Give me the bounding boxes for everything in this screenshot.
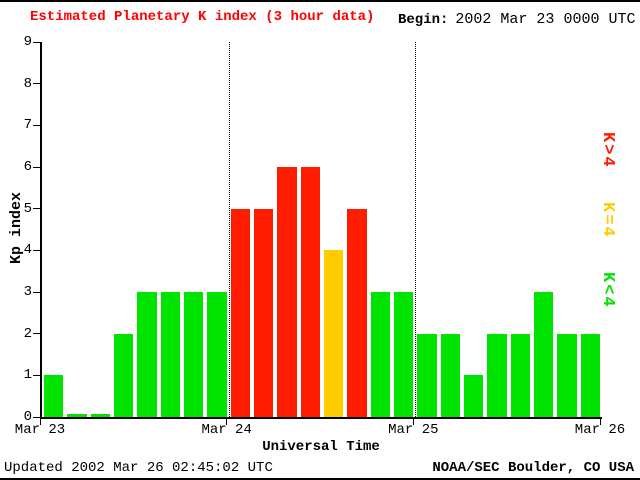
kp-bar [510, 333, 530, 417]
legend-label: K>4 [598, 132, 617, 169]
y-tick-label: 2 [23, 325, 32, 342]
y-tick-mark [33, 124, 40, 126]
kp-bar [324, 250, 344, 417]
updated-timestamp: Updated 2002 Mar 26 02:45:02 UTC [4, 460, 273, 476]
kp-bar [90, 414, 110, 417]
kp-bar [160, 292, 180, 417]
y-tick-label: 0 [23, 409, 32, 425]
legend-label: K=4 [598, 202, 617, 239]
kp-bar [557, 333, 577, 417]
x-tick-label: Mar 23 [14, 422, 66, 438]
x-tick-label: Mar 24 [201, 422, 252, 438]
y-tick-mark [33, 166, 40, 168]
y-tick-label: 9 [23, 34, 32, 50]
y-tick-label: 6 [23, 159, 32, 175]
kp-bar [440, 333, 460, 417]
x-tick-mark [599, 419, 601, 425]
y-tick-mark [33, 249, 40, 251]
kp-bar [487, 333, 507, 417]
kp-bar [254, 208, 274, 417]
y-tick-mark [33, 208, 40, 210]
kp-bar [394, 292, 414, 417]
kp-bar [464, 375, 484, 417]
kp-bar [207, 292, 227, 417]
y-tick-mark [33, 333, 40, 335]
begin-value: 2002 Mar 23 0000 UTC [455, 11, 636, 28]
kp-bar [44, 375, 64, 417]
y-tick-label: 5 [23, 200, 32, 217]
begin-label: Begin: [398, 12, 449, 28]
day-boundary-gridline [228, 42, 230, 417]
x-tick-label: Mar 25 [388, 422, 439, 438]
y-tick-label: 3 [23, 284, 32, 300]
kp-bar [277, 167, 297, 417]
kp-bar [534, 292, 554, 417]
kp-bar [137, 292, 157, 417]
y-tick-mark [33, 41, 40, 43]
y-tick-label: 1 [23, 367, 32, 384]
y-tick-mark [33, 83, 40, 85]
begin-timestamp: Begin: 2002 Mar 23 0000 UTC [398, 10, 635, 28]
kp-bar [417, 333, 437, 417]
kp-bar [67, 414, 87, 417]
y-tick-mark [33, 374, 40, 376]
kp-bar [580, 333, 600, 417]
plot-area [40, 42, 602, 419]
x-tick-mark [412, 419, 414, 425]
x-tick-label: Mar 26 [574, 422, 626, 438]
y-tick-label: 4 [23, 242, 32, 259]
x-tick-mark [39, 419, 41, 425]
chart-title: Estimated Planetary K index (3 hour data… [30, 9, 375, 25]
kp-bar [184, 292, 204, 417]
kp-bar [347, 208, 367, 417]
kp-bar [300, 167, 320, 417]
y-tick-mark [33, 416, 40, 418]
x-tick-mark [226, 419, 228, 425]
kp-bar [230, 208, 250, 417]
y-tick-mark [33, 291, 40, 293]
y-tick-label: 7 [23, 117, 32, 134]
y-tick-label: 8 [23, 75, 32, 92]
day-boundary-gridline [415, 42, 417, 417]
legend-label: K<4 [598, 272, 617, 309]
kp-bar [114, 333, 134, 417]
kp-bar [370, 292, 390, 417]
x-axis-title: Universal Time [262, 439, 380, 455]
source-credit: NOAA/SEC Boulder, CO USA [432, 460, 634, 476]
